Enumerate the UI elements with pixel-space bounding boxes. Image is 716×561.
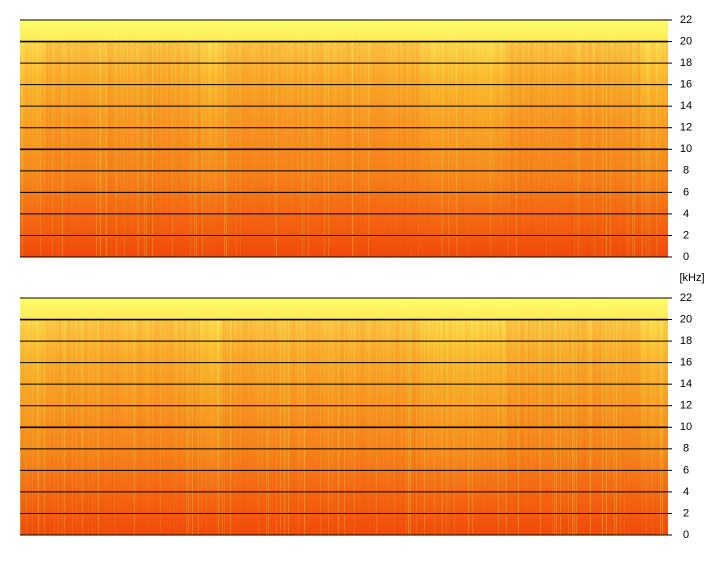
y-tick-label: 22 [680,14,692,26]
y-tick-label: 4 [683,208,689,220]
y-tick-label: 2 [683,229,689,241]
spectrogram-background [20,20,668,257]
y-tick-label: 16 [680,79,692,91]
y-tick-label: 14 [680,378,692,390]
y-tick-label: 6 [683,186,689,198]
y-tick-label: 18 [680,57,692,69]
spectrogram-background [20,298,668,535]
y-tick-label: 8 [683,443,689,455]
y-tick-label: 10 [680,421,692,433]
spectrogram-texture [20,20,668,257]
y-tick-label: 6 [683,464,689,476]
y-axis-label: [kHz] [679,272,704,284]
y-tick-label: 20 [680,35,692,47]
y-tick-label: 2 [683,507,689,519]
y-tick-label: 10 [680,143,692,155]
y-tick-label: 14 [680,100,692,112]
y-tick-label: 0 [683,529,689,541]
y-tick-label: 8 [683,165,689,177]
y-tick-label: 4 [683,486,689,498]
y-tick-label: 16 [680,357,692,369]
y-tick-label: 12 [680,400,692,412]
y-tick-label: 20 [680,313,692,325]
y-tick-label: 18 [680,335,692,347]
spectrogram-texture [20,298,668,535]
y-tick-label: 22 [680,292,692,304]
y-tick-label: 0 [683,251,689,263]
y-tick-label: 12 [680,122,692,134]
